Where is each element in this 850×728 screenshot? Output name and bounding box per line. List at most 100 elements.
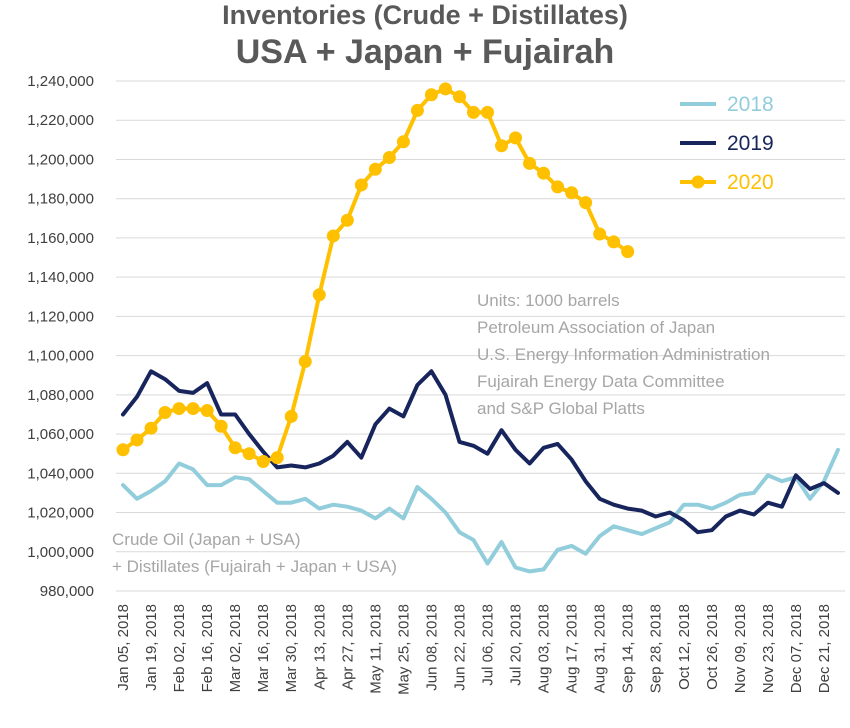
series-note: Crude Oil (Japan + USA) + Distillates (F… (112, 530, 397, 576)
chart-subtitle: USA + Japan + Fujairah (236, 33, 615, 71)
y-tick-label: 1,080,000 (27, 387, 94, 404)
grid-lines (116, 80, 845, 592)
units-note-line: Fujairah Energy Data Committee (477, 372, 725, 391)
data-point-2020 (621, 245, 635, 259)
data-point-2020 (396, 135, 410, 149)
data-point-2020 (326, 229, 340, 243)
data-point-2020 (607, 235, 621, 249)
legend-marker-2020 (691, 175, 705, 189)
y-tick-label: 1,060,000 (27, 426, 94, 443)
x-tick-label: Nov 23, 2018 (760, 604, 777, 693)
x-tick-label: Aug 03, 2018 (536, 604, 553, 693)
x-tick-label: Jan 19, 2018 (143, 604, 160, 691)
chart-title: Inventories (Crude + Distillates) (222, 0, 628, 30)
y-tick-label: 1,200,000 (27, 151, 94, 168)
x-tick-label: Feb 02, 2018 (171, 604, 188, 692)
x-tick-label: Mar 30, 2018 (283, 604, 300, 692)
units-note-line: Units: 1000 barrels (477, 291, 620, 310)
data-point-2020 (256, 455, 270, 469)
series-line-2018 (121, 447, 840, 574)
data-point-2020 (495, 139, 509, 153)
x-tick-label: Apr 13, 2018 (311, 604, 328, 690)
data-point-2020 (284, 409, 298, 423)
data-point-2020 (565, 186, 579, 200)
data-point-2020 (509, 131, 523, 145)
x-axis-ticks: Jan 05, 2018 Jan 19, 2018 Feb 02, 2018 Feb … (115, 604, 833, 695)
x-tick-label: Dec 21, 2018 (816, 604, 833, 693)
data-point-2020 (228, 441, 242, 455)
legend-label-2020: 2020 (727, 171, 774, 194)
x-tick-label: Aug 17, 2018 (564, 604, 581, 693)
units-note: Units: 1000 barrels Petroleum Associatio… (477, 291, 770, 418)
y-tick-label: 1,180,000 (27, 191, 94, 208)
x-tick-label: Mar 02, 2018 (227, 604, 244, 692)
series-note-line: + Distillates (Fujairah + Japan + USA) (112, 557, 397, 576)
y-tick-label: 1,020,000 (27, 505, 94, 522)
data-point-2020 (368, 162, 382, 176)
series-line-2019 (121, 369, 840, 535)
legend-label-2019: 2019 (727, 132, 774, 155)
x-tick-label: Jul 20, 2018 (508, 604, 525, 686)
x-tick-label: Nov 09, 2018 (732, 604, 749, 693)
x-tick-label: May 11, 2018 (367, 604, 384, 694)
legend-label-2018: 2018 (727, 93, 774, 116)
data-point-2020 (593, 227, 607, 241)
x-tick-label: Apr 27, 2018 (339, 604, 356, 690)
y-tick-label: 1,240,000 (27, 73, 94, 90)
data-point-2020 (579, 196, 593, 210)
data-point-2020 (214, 419, 228, 433)
legend-entry-2018: 2018 (680, 93, 774, 116)
data-point-2020 (158, 406, 172, 419)
data-point-2020 (354, 178, 368, 192)
x-tick-label: Oct 26, 2018 (704, 604, 721, 690)
data-point-2020 (537, 166, 551, 180)
data-point-2020 (186, 402, 200, 416)
x-tick-label: Jun 08, 2018 (423, 604, 440, 691)
data-point-2020 (270, 451, 284, 465)
data-point-2020 (523, 156, 537, 170)
data-point-2020 (438, 82, 452, 96)
x-tick-label: Jul 06, 2018 (480, 604, 497, 686)
x-tick-label: Dec 07, 2018 (788, 604, 805, 693)
data-point-2020 (172, 402, 186, 416)
x-tick-label: Mar 16, 2018 (255, 604, 272, 692)
data-point-2020 (116, 443, 130, 457)
data-point-2020 (200, 404, 214, 418)
legend: 2018 2019 2020 (680, 93, 774, 194)
legend-entry-2020: 2020 (680, 171, 774, 194)
series-lines (116, 82, 840, 574)
y-tick-label: 1,000,000 (27, 544, 94, 561)
legend-entry-2019: 2019 (680, 132, 774, 155)
x-tick-label: Feb 16, 2018 (199, 604, 216, 692)
y-tick-label: 1,220,000 (27, 112, 94, 129)
units-note-line: U.S. Energy Information Administration (477, 345, 770, 364)
data-point-2020 (242, 447, 256, 461)
series-note-line: Crude Oil (Japan + USA) (112, 530, 301, 549)
y-tick-label: 1,100,000 (27, 348, 94, 365)
data-point-2020 (298, 355, 312, 368)
data-point-2020 (130, 433, 144, 447)
y-tick-label: 1,120,000 (27, 308, 94, 325)
data-point-2020 (144, 421, 158, 435)
data-point-2020 (382, 151, 396, 164)
data-point-2020 (551, 180, 565, 194)
x-tick-label: Oct 12, 2018 (676, 604, 693, 690)
y-axis-ticks: 980,000 1,000,000 1,020,000 1,040,000 1,060,… (27, 73, 94, 600)
data-point-2020 (481, 105, 495, 119)
x-tick-label: Aug 31, 2018 (592, 604, 609, 693)
data-point-2020 (452, 90, 466, 104)
x-tick-label: Jan 05, 2018 (115, 604, 132, 691)
data-point-2020 (410, 103, 424, 117)
units-note-line: Petroleum Association of Japan (477, 318, 715, 337)
data-point-2020 (424, 88, 438, 102)
data-point-2020 (340, 213, 354, 227)
data-point-2020 (312, 288, 326, 302)
x-tick-label: Sep 14, 2018 (620, 604, 637, 693)
data-point-2020 (466, 105, 480, 119)
x-tick-label: Sep 28, 2018 (648, 604, 665, 693)
y-tick-label: 1,040,000 (27, 465, 94, 482)
y-tick-label: 980,000 (40, 583, 94, 600)
units-note-line: and S&P Global Platts (477, 399, 645, 418)
x-tick-label: May 25, 2018 (395, 604, 412, 695)
x-tick-label: Jun 22, 2018 (451, 604, 468, 691)
